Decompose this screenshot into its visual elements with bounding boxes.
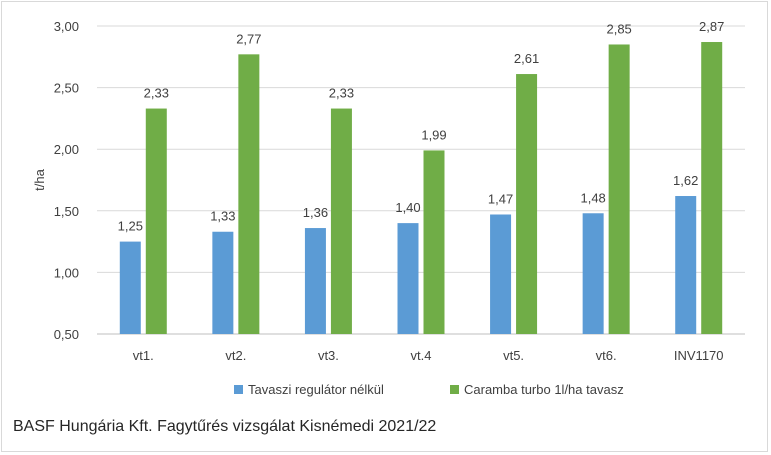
- bar-caramba: [238, 54, 260, 334]
- data-label: 1,33: [210, 209, 235, 224]
- data-label: 1,48: [580, 190, 605, 205]
- bar-tavaszi: [490, 214, 512, 334]
- bar-tavaszi: [582, 213, 604, 334]
- gridlines: [97, 25, 745, 335]
- x-tick-label: vt6.: [596, 348, 617, 363]
- x-tick-label: INV1170: [674, 348, 724, 363]
- x-tick-label: vt2.: [225, 348, 246, 363]
- data-label: 2,85: [606, 21, 631, 36]
- bars: [119, 42, 723, 335]
- x-tick-label: vt1.: [133, 348, 154, 363]
- legend-label: Caramba turbo 1l/ha tavasz: [464, 382, 624, 397]
- legend-swatch: [234, 385, 243, 394]
- data-label: 1,99: [421, 127, 446, 142]
- y-axis-ticks: 0,50 1,00 1,50 2,00 2,50 3,00: [54, 19, 79, 342]
- y-tick-label: 0,50: [54, 327, 79, 342]
- x-tick-label: vt3.: [318, 348, 339, 363]
- bar-tavaszi: [212, 231, 234, 334]
- data-label: 1,36: [303, 205, 328, 220]
- y-tick-label: 1,00: [54, 265, 79, 280]
- bar-caramba: [145, 108, 167, 334]
- bar-tavaszi: [675, 196, 697, 334]
- x-tick-label: vt.4: [411, 348, 432, 363]
- data-label: 1,62: [673, 173, 698, 188]
- data-label: 2,33: [144, 86, 169, 101]
- bar-caramba: [330, 108, 352, 334]
- bar-caramba: [423, 150, 445, 334]
- data-label: 1,47: [488, 191, 513, 206]
- footnote: BASF Hungária Kft. Fagytűrés vizsgálat K…: [13, 418, 437, 435]
- y-tick-label: 3,00: [54, 19, 79, 34]
- data-label: 2,87: [699, 19, 724, 34]
- data-label: 2,61: [514, 51, 539, 66]
- bar-tavaszi: [397, 223, 419, 334]
- y-tick-label: 2,00: [54, 142, 79, 157]
- x-tick-label: vt5.: [503, 348, 524, 363]
- y-axis-label: t/ha: [32, 168, 47, 190]
- y-tick-label: 2,50: [54, 81, 79, 96]
- x-axis-ticks: vt1. vt2. vt3. vt.4 vt5. vt6. INV1170: [133, 348, 724, 363]
- data-label: 1,25: [118, 219, 143, 234]
- data-label: 1,40: [395, 200, 420, 215]
- data-label: 2,77: [236, 31, 261, 46]
- bar-tavaszi: [119, 241, 141, 334]
- legend-label: Tavaszi regulátor nélkül: [248, 382, 384, 397]
- y-tick-label: 1,50: [54, 204, 79, 219]
- bar-caramba: [701, 42, 723, 335]
- data-labels: 1,25 2,33 1,33 2,77 1,36 2,33 1,40 1,99 1,47 2,61…: [118, 19, 725, 234]
- legend-swatch: [450, 385, 459, 394]
- bar-caramba: [516, 74, 538, 334]
- data-label: 2,33: [329, 86, 354, 101]
- legend: Tavaszi regulátor nélkül Caramba turbo 1l…: [234, 382, 624, 397]
- bar-caramba: [608, 44, 630, 334]
- bar-tavaszi: [304, 228, 326, 334]
